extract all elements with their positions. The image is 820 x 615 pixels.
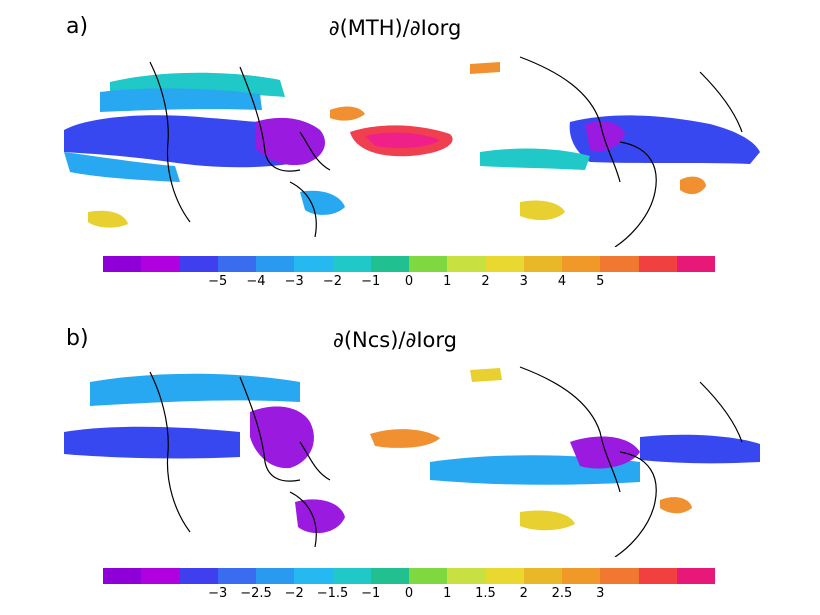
colorbar-segment — [447, 256, 486, 272]
colorbar-tick-label: −3 — [284, 274, 304, 289]
colorbar-tick-label: −1 — [361, 274, 381, 289]
colorbar-segment — [370, 256, 409, 272]
colorbar-tick-label: −2.5 — [240, 586, 272, 601]
colorbar-tick-label: −3 — [208, 586, 228, 601]
colorbar-segment — [600, 568, 639, 584]
colorbar-segment — [638, 568, 677, 584]
anomaly-yellow-south — [520, 200, 565, 221]
colorbar-tick-label: 3 — [519, 274, 528, 289]
colorbar-segment — [523, 256, 562, 272]
anomaly-yellow-south-b — [520, 510, 575, 531]
anomaly-lightblue-north — [100, 88, 262, 112]
panel-label-a: a) — [66, 14, 89, 39]
colorbar-segment — [217, 568, 256, 584]
panel-label-b: b) — [66, 326, 89, 351]
anomaly-orange-pacific-n — [330, 106, 365, 121]
colorbar-segment — [217, 256, 256, 272]
colorbar-tick-label: −5 — [208, 274, 228, 289]
colorbar-tick-label: −2 — [322, 274, 343, 289]
coastlines-b — [149, 366, 743, 557]
anomaly-purple-eastpac — [585, 121, 625, 152]
colorbar-tick-label: 5 — [596, 274, 605, 289]
colorbar-segment — [523, 568, 562, 584]
colorbar-tick-label: 1 — [443, 274, 452, 289]
colorbar-tick-label: 2 — [519, 586, 528, 601]
colorbar-segment — [332, 256, 371, 272]
map-panel-a — [64, 56, 760, 247]
colorbar-segment — [141, 256, 180, 272]
colorbar-tick-label: 3 — [596, 586, 605, 601]
anomaly-magenta-pacific — [365, 132, 440, 148]
colorbar-segment — [676, 568, 715, 584]
colorbar-segment — [294, 568, 333, 584]
colorbar-tick-label: 0 — [404, 274, 414, 289]
anomaly-lightblue-north-b — [90, 373, 300, 406]
colorbar-tick-label: −1 — [361, 586, 381, 601]
colorbar-segment — [409, 568, 448, 584]
colorbar-segment — [103, 568, 142, 584]
anomaly-yellow-southwest — [88, 210, 128, 228]
anomaly-blue-indian-b — [64, 426, 240, 459]
colorbar-tick-label: 2 — [481, 274, 490, 289]
colorbar-segment — [179, 568, 218, 584]
panel-title-a: ∂(MTH)/∂Iorg — [328, 16, 462, 40]
colorbar-tick-label: −1.5 — [316, 586, 349, 601]
anomaly-lightblue-indian — [64, 152, 180, 182]
colorbar-segment — [676, 256, 715, 272]
anomaly-cyan-eastpac — [480, 148, 590, 170]
anomaly-yellow-north-b — [470, 368, 502, 382]
colorbar-segment — [485, 568, 524, 584]
colorbar-segment — [370, 568, 409, 584]
colorbar-tick-label: 4 — [557, 274, 567, 289]
data-field-b — [64, 368, 760, 534]
colorbar-tick-label: 2.5 — [551, 586, 573, 601]
data-field-a — [64, 62, 760, 228]
anomaly-orange-southatl-b — [660, 497, 692, 514]
colorbar-a — [103, 256, 715, 272]
colorbar-segment — [485, 256, 524, 272]
anomaly-orange-southatl — [680, 176, 706, 195]
colorbar-segment — [409, 256, 448, 272]
colorbar-segment — [294, 256, 333, 272]
colorbar-tick-label: −4 — [246, 274, 266, 289]
colorbar-b — [103, 568, 715, 584]
colorbar-segment — [103, 256, 142, 272]
colorbar-tick-label: 0 — [404, 586, 414, 601]
colorbar-segment — [332, 568, 371, 584]
colorbar-segment — [447, 568, 486, 584]
colorbar-segment — [562, 568, 601, 584]
anomaly-purple-maritime — [255, 117, 325, 166]
colorbar-tick-label: −2 — [284, 586, 304, 601]
colorbar-segment — [141, 568, 180, 584]
anomaly-purple-maritime-b — [250, 406, 314, 469]
colorbar-segment — [600, 256, 639, 272]
colorbar-segment — [562, 256, 601, 272]
anomaly-lightblue-south — [300, 190, 345, 215]
colorbar-segment — [179, 256, 218, 272]
colorbar-segment — [256, 256, 295, 272]
colorbar-tick-label: 1 — [443, 586, 452, 601]
panel-title-b: ∂(Ncs)/∂Iorg — [332, 328, 457, 352]
anomaly-purple-eastpac-b — [570, 436, 640, 469]
anomaly-blue-indian — [64, 115, 300, 168]
anomaly-orange-pacific-b — [370, 429, 440, 448]
colorbar-tick-label: 1.5 — [475, 586, 496, 601]
colorbar-segment — [256, 568, 295, 584]
anomaly-orange-small — [470, 62, 500, 74]
anomaly-purple-australia-b — [295, 499, 345, 534]
map-panel-b — [64, 366, 760, 557]
anomaly-blue-atlantic-b — [640, 434, 760, 464]
colorbar-segment — [638, 256, 677, 272]
coastlines-a — [149, 56, 743, 247]
